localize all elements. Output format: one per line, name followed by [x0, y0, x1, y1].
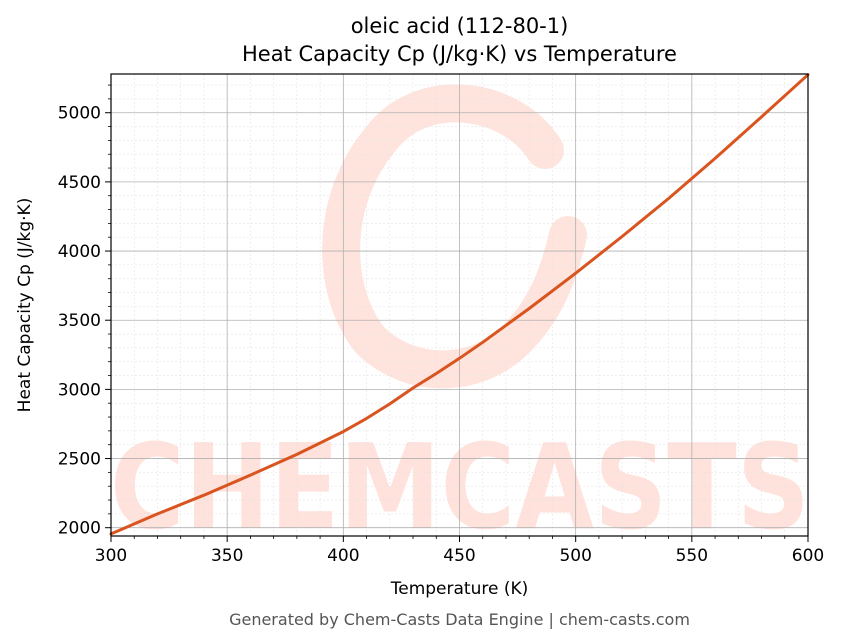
x-tick-label: 300 — [95, 546, 127, 566]
series-line-0 — [109, 73, 810, 536]
y-axis: 2000 2500 3000 3500 4000 4500 5000 — [58, 84, 111, 539]
x-tick-label: 550 — [676, 546, 708, 566]
x-tick-label: 400 — [327, 546, 359, 566]
watermark-text: CHEMCASTS — [110, 418, 810, 556]
footer-credit: Generated by Chem-Casts Data Engine | ch… — [229, 610, 690, 629]
y-tick-label: 3500 — [58, 311, 101, 331]
major-grid — [110, 74, 809, 536]
chart-title-line-2: Heat Capacity Cp (J/kg·K) vs Temperature — [242, 42, 677, 66]
y-tick-label: 5000 — [58, 104, 101, 124]
x-axis-label: Temperature (K) — [390, 579, 529, 599]
x-tick-label: 600 — [792, 546, 824, 566]
y-tick-label: 2000 — [58, 519, 101, 539]
watermark: CHEMCASTS — [110, 84, 810, 556]
x-tick-label: 500 — [559, 546, 591, 566]
chart-title-line-1: oleic acid (112-80-1) — [351, 14, 569, 38]
y-tick-label: 3000 — [58, 380, 101, 400]
x-tick-label: 450 — [443, 546, 475, 566]
x-tick-label: 350 — [211, 546, 243, 566]
y-tick-label: 4500 — [58, 173, 101, 193]
y-tick-label: 4000 — [58, 242, 101, 262]
watermark-logo-icon — [322, 84, 587, 389]
x-axis: 300 350 400 450 500 550 600 — [95, 536, 824, 566]
y-axis-label: Heat Capacity Cp (J/kg·K) — [15, 198, 35, 413]
y-tick-label: 2500 — [58, 450, 101, 470]
series-layer — [109, 73, 810, 536]
